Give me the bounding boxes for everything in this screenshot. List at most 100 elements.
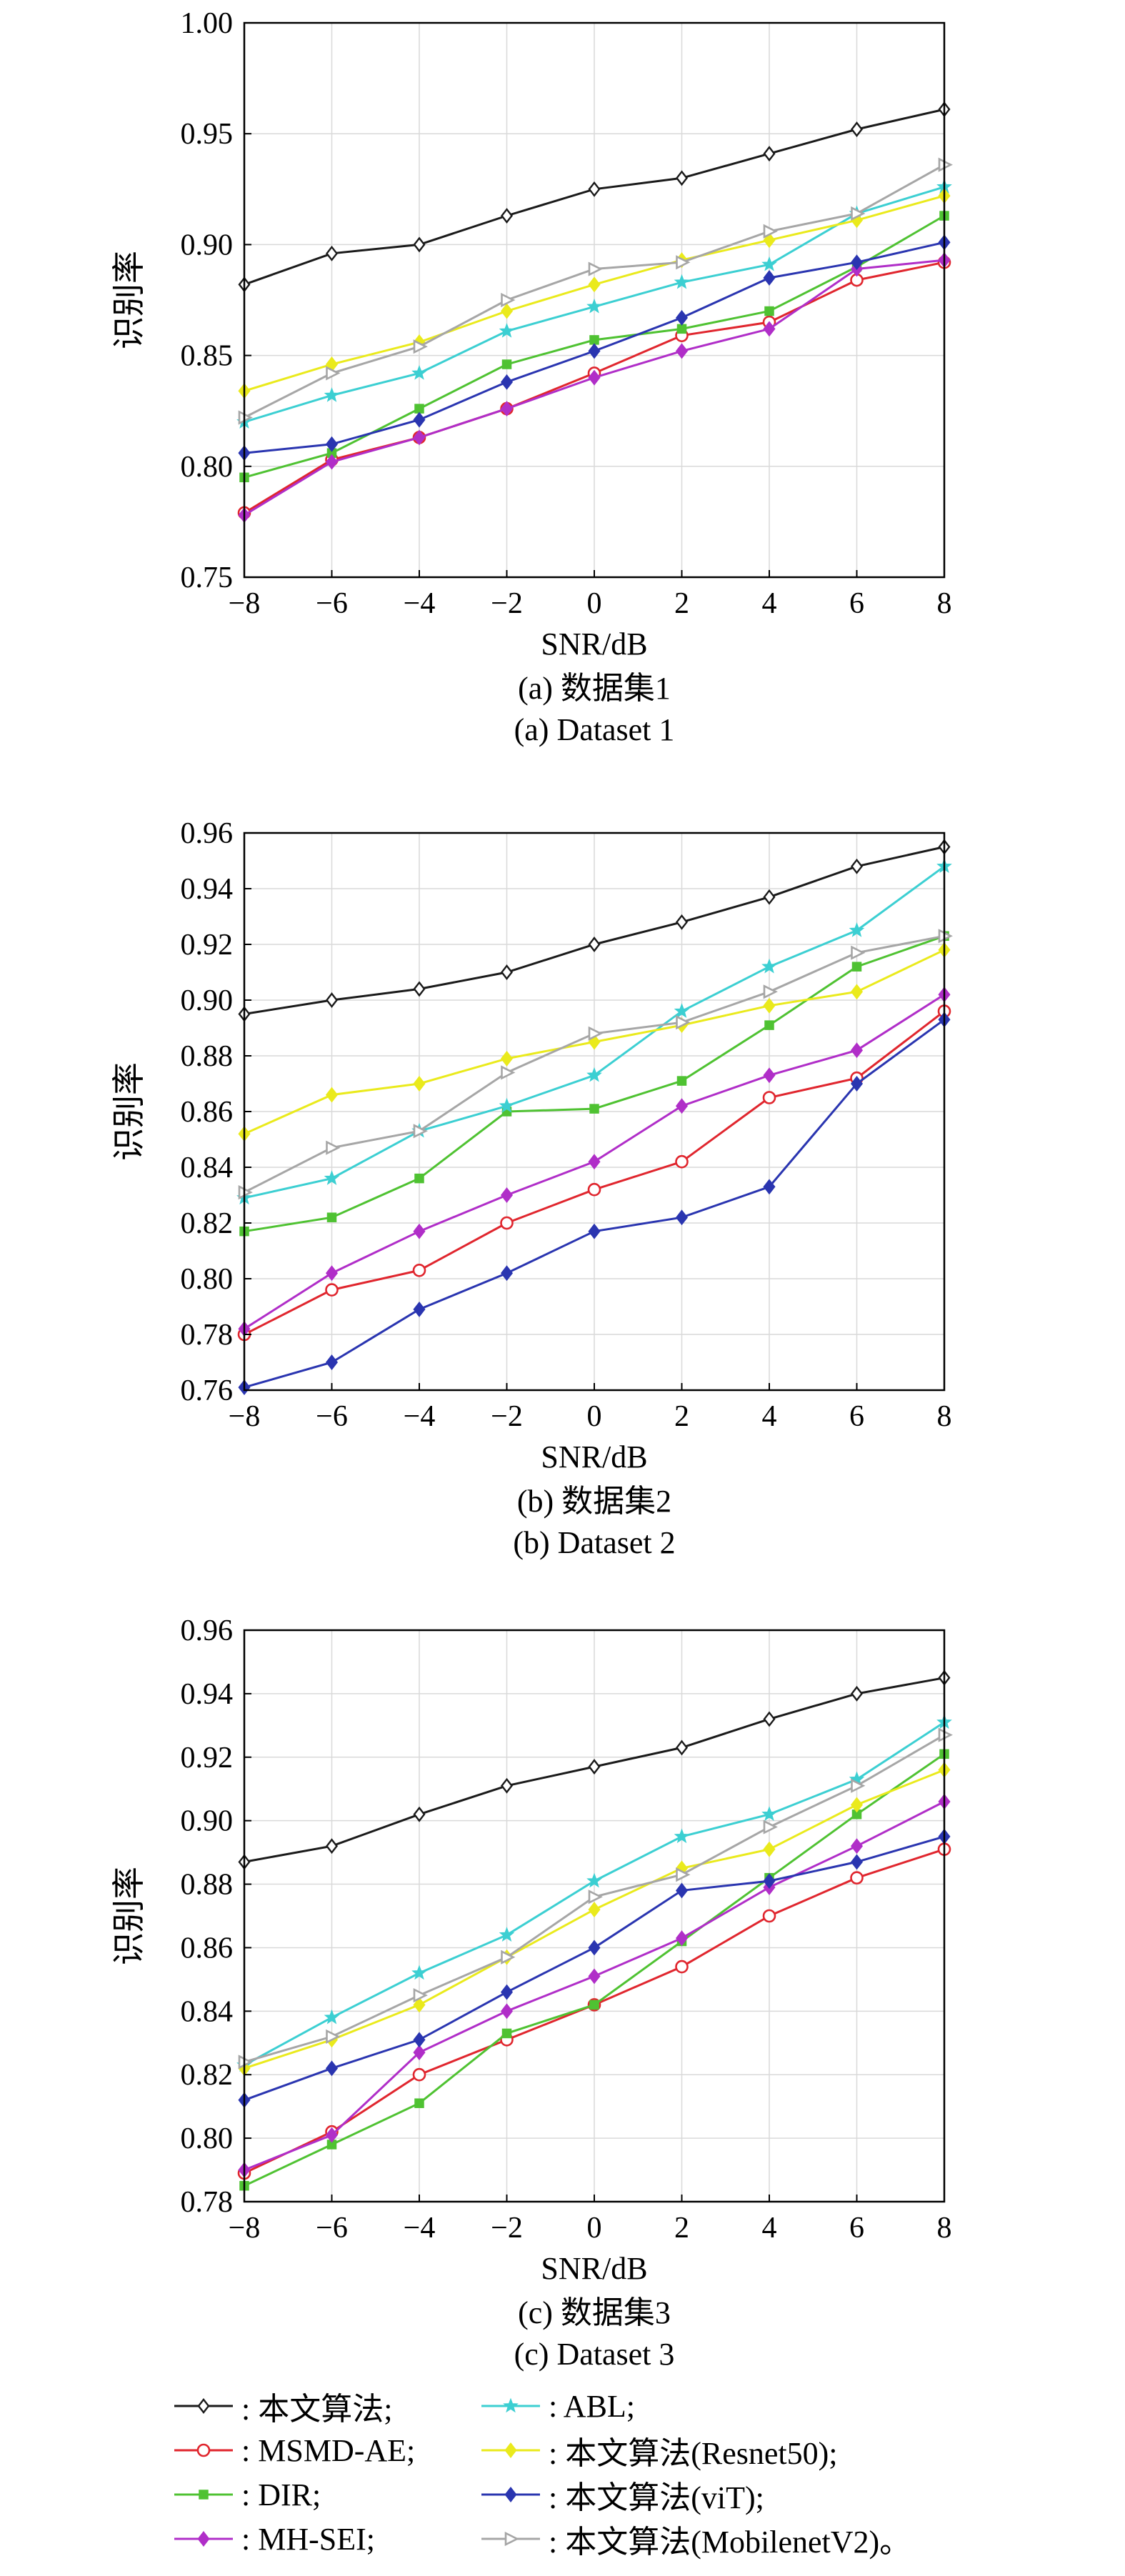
data-point bbox=[586, 298, 602, 314]
x-tick-label: −2 bbox=[491, 587, 523, 620]
data-point bbox=[325, 2060, 339, 2077]
data-point bbox=[850, 121, 864, 137]
data-point bbox=[763, 224, 778, 239]
data-point bbox=[850, 984, 864, 1000]
data-point bbox=[413, 2045, 426, 2061]
data-point bbox=[500, 1265, 514, 1282]
series-abl bbox=[236, 858, 952, 1205]
legend-swatch bbox=[171, 2432, 241, 2469]
data-point bbox=[850, 254, 864, 271]
data-point bbox=[588, 181, 601, 197]
legend-swatch bbox=[171, 2477, 241, 2513]
data-point bbox=[500, 1984, 514, 2000]
data-point bbox=[326, 1212, 337, 1222]
series-mh-sei bbox=[238, 987, 951, 1337]
data-point bbox=[413, 1988, 428, 2003]
legend-swatch bbox=[479, 2521, 549, 2557]
data-point bbox=[413, 1076, 426, 1092]
legend-label: : 本文算法; bbox=[241, 2392, 393, 2427]
data-point bbox=[850, 1685, 864, 1702]
legend-marker-msmd-ae bbox=[174, 2443, 233, 2457]
data-point bbox=[588, 1889, 603, 1904]
data-point bbox=[588, 343, 601, 359]
data-point bbox=[676, 1867, 691, 1882]
data-point bbox=[412, 1264, 426, 1277]
data-point bbox=[413, 1806, 426, 1822]
data-point bbox=[588, 1902, 601, 1918]
y-axis-label: 识别率 bbox=[111, 251, 147, 349]
data-point bbox=[411, 364, 427, 380]
x-tick-label: 0 bbox=[587, 587, 602, 620]
legend-point bbox=[197, 2530, 210, 2547]
data-point bbox=[850, 1838, 864, 1854]
data-point bbox=[761, 1806, 777, 1822]
x-tick-label: 6 bbox=[849, 2212, 864, 2245]
x-tick-label: 6 bbox=[849, 1400, 864, 1433]
data-point bbox=[413, 981, 426, 997]
y-tick-label: 1.00 bbox=[181, 7, 234, 40]
legend-label: : 本文算法(viT); bbox=[549, 2480, 764, 2515]
data-point bbox=[676, 324, 687, 334]
series-proposed bbox=[238, 101, 951, 293]
data-point bbox=[676, 255, 691, 270]
data-point bbox=[324, 2009, 340, 2025]
x-tick-label: −8 bbox=[229, 587, 261, 620]
data-point bbox=[589, 335, 599, 345]
x-tick-label: −4 bbox=[404, 587, 436, 620]
data-point bbox=[325, 1265, 339, 1282]
data-point bbox=[675, 1209, 689, 1226]
data-point bbox=[850, 1871, 864, 1884]
data-point bbox=[588, 1968, 601, 1985]
data-point bbox=[413, 236, 426, 253]
y-axis-label: 识别率 bbox=[111, 1062, 147, 1161]
legend-swatch bbox=[479, 2477, 549, 2513]
y-tick-label: 0.95 bbox=[181, 118, 234, 151]
data-point bbox=[674, 1003, 690, 1018]
data-point bbox=[763, 1819, 778, 1834]
legend-point bbox=[503, 2397, 519, 2412]
data-point bbox=[675, 1098, 689, 1114]
x-axis-label: SNR/dB bbox=[541, 1439, 647, 1474]
data-point bbox=[411, 1965, 427, 1980]
data-point bbox=[762, 1909, 776, 1923]
legend-label: : 本文算法(MobilenetV2)。 bbox=[549, 2525, 911, 2560]
data-point bbox=[414, 404, 424, 414]
data-point bbox=[324, 387, 340, 402]
data-point bbox=[325, 1283, 339, 1297]
x-tick-label: 0 bbox=[587, 1400, 602, 1433]
data-point bbox=[761, 958, 777, 974]
data-point bbox=[675, 343, 689, 359]
data-point bbox=[763, 232, 776, 249]
y-tick-label: 0.90 bbox=[181, 229, 234, 261]
data-point bbox=[500, 374, 514, 390]
series-proposed-vit bbox=[238, 1012, 951, 1396]
data-point bbox=[587, 1182, 601, 1197]
x-tick-label: −4 bbox=[404, 1400, 436, 1433]
data-point bbox=[412, 2067, 426, 2082]
caption-cn: (b) 数据集2 bbox=[517, 1484, 671, 1519]
y-tick-label: 0.90 bbox=[181, 1805, 234, 1838]
data-point bbox=[763, 889, 776, 905]
x-tick-label: 6 bbox=[849, 587, 864, 620]
data-point bbox=[414, 1173, 424, 1184]
data-point bbox=[413, 1997, 426, 2013]
data-point bbox=[851, 945, 866, 960]
data-point bbox=[851, 206, 866, 221]
data-point bbox=[675, 170, 689, 186]
data-point bbox=[500, 1777, 514, 1794]
legend-item-6: : 本文算法(viT); bbox=[479, 2475, 764, 2515]
legend-point bbox=[199, 2489, 209, 2500]
data-point bbox=[500, 2003, 514, 2020]
data-point bbox=[325, 992, 339, 1008]
data-point bbox=[588, 261, 603, 276]
y-tick-label: 0.88 bbox=[181, 1040, 234, 1073]
data-point bbox=[413, 429, 426, 446]
series-abl bbox=[236, 1714, 952, 2072]
caption-cn: (a) 数据集1 bbox=[518, 671, 671, 706]
y-tick-label: 0.94 bbox=[181, 1678, 234, 1711]
caption-en: (c) Dataset 3 bbox=[514, 2337, 675, 2372]
data-point bbox=[414, 2098, 424, 2108]
legend: : 本文算法; : MSMD-AE; : DIR; : MH-SEI; : AB… bbox=[171, 2386, 1029, 2572]
data-point bbox=[586, 1067, 602, 1082]
